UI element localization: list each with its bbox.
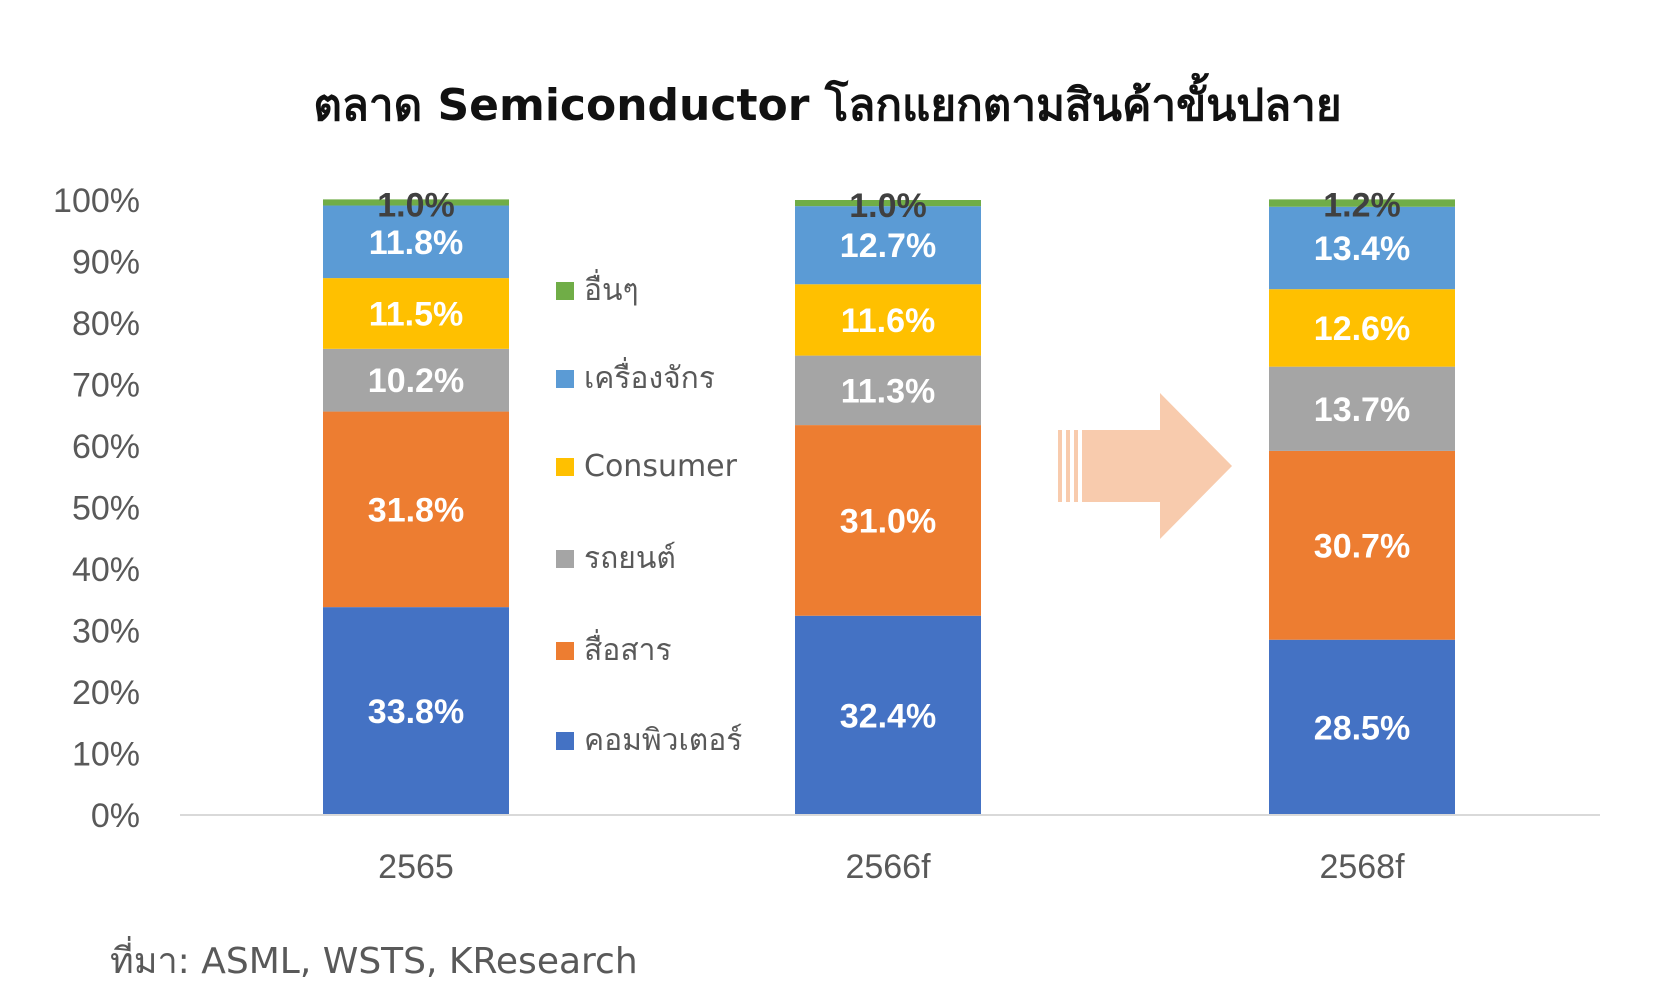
data-label: 32.4% — [840, 697, 936, 735]
data-label: 11.6% — [841, 302, 936, 340]
bar-segment — [323, 278, 509, 349]
bar-segment — [795, 355, 981, 426]
y-axis: 0% 10% 20% 30% 40% 50% 60% 70% 80% 90% 100% — [53, 182, 140, 835]
legend-swatch — [556, 370, 574, 388]
arrow-icon — [1058, 393, 1232, 539]
y-tick-label: 60% — [72, 428, 140, 466]
y-tick-label: 70% — [72, 367, 140, 405]
legend-swatch — [556, 732, 574, 750]
legend-label: รถยนต์ — [584, 541, 676, 576]
data-label: 33.8% — [368, 693, 464, 731]
bars: 33.8%31.8%10.2%11.5%11.8%1.0%32.4%31.0%1… — [323, 186, 1455, 815]
bar-segment — [1269, 366, 1455, 451]
y-tick-label: 30% — [72, 613, 140, 651]
bar-segment — [1269, 639, 1455, 815]
data-label: 11.3% — [841, 372, 936, 410]
data-label: 30.7% — [1314, 527, 1410, 565]
legend-swatch — [556, 642, 574, 660]
data-label: 31.0% — [840, 502, 936, 540]
arrow-stripe — [1074, 430, 1078, 502]
legend-label: สื่อสาร — [584, 629, 672, 668]
data-label: 1.0% — [377, 186, 455, 224]
bar-segment — [795, 425, 981, 616]
arrow-stripe — [1058, 430, 1062, 502]
data-label: 12.7% — [840, 227, 936, 265]
bar-segment — [1269, 450, 1455, 640]
data-label: 11.8% — [369, 224, 464, 262]
legend-swatch — [556, 458, 574, 476]
legend-label: Consumer — [584, 449, 738, 484]
bar-segment — [795, 615, 981, 815]
bar-segment — [1269, 289, 1455, 367]
data-label: 31.8% — [368, 491, 464, 529]
y-tick-label: 100% — [53, 182, 140, 220]
chart-title: ตลาด Semiconductor โลกแยกตามสินค้าขั้นปล… — [313, 80, 1342, 131]
arrow-body — [1082, 393, 1232, 539]
bar-segment — [795, 200, 981, 207]
bar-segment — [323, 205, 509, 279]
y-tick-label: 20% — [72, 674, 140, 712]
legend-swatch — [556, 282, 574, 300]
data-label: 13.4% — [1314, 230, 1410, 268]
bar-segment — [323, 607, 509, 815]
data-label: 11.5% — [369, 295, 464, 333]
data-label: 12.6% — [1314, 310, 1410, 348]
y-tick-label: 90% — [72, 244, 140, 282]
y-tick-label: 40% — [72, 551, 140, 589]
legend-label: อื่นๆ — [584, 269, 639, 308]
data-label: 13.7% — [1314, 391, 1410, 429]
data-label: 10.2% — [368, 362, 464, 400]
data-label: 1.0% — [849, 187, 927, 225]
bar-segment — [795, 284, 981, 356]
legend-swatch — [556, 550, 574, 568]
data-label: 28.5% — [1314, 709, 1410, 747]
data-label: 1.2% — [1323, 186, 1401, 224]
bar-segment — [795, 206, 981, 285]
legend-label: เครื่องจักร — [584, 357, 715, 396]
legend-label: คอมพิวเตอร์ — [584, 723, 742, 758]
y-tick-label: 80% — [72, 305, 140, 343]
arrow-stripe — [1066, 430, 1070, 502]
y-tick-label: 10% — [72, 736, 140, 774]
source-note: ที่มา: ASML, WSTS, KResearch — [110, 941, 638, 982]
bar-segment — [1269, 199, 1455, 207]
bar-segment — [323, 199, 509, 206]
x-tick-label: 2568f — [1319, 848, 1405, 886]
y-tick-label: 50% — [72, 490, 140, 528]
bar-segment — [1269, 206, 1455, 290]
y-tick-label: 0% — [91, 797, 140, 835]
bar-segment — [323, 348, 509, 412]
bar-segment — [323, 411, 509, 608]
x-tick-label: 2566f — [845, 848, 931, 886]
x-tick-label: 2565 — [378, 848, 454, 886]
x-axis: 2565 2566f 2568f — [180, 814, 1600, 886]
